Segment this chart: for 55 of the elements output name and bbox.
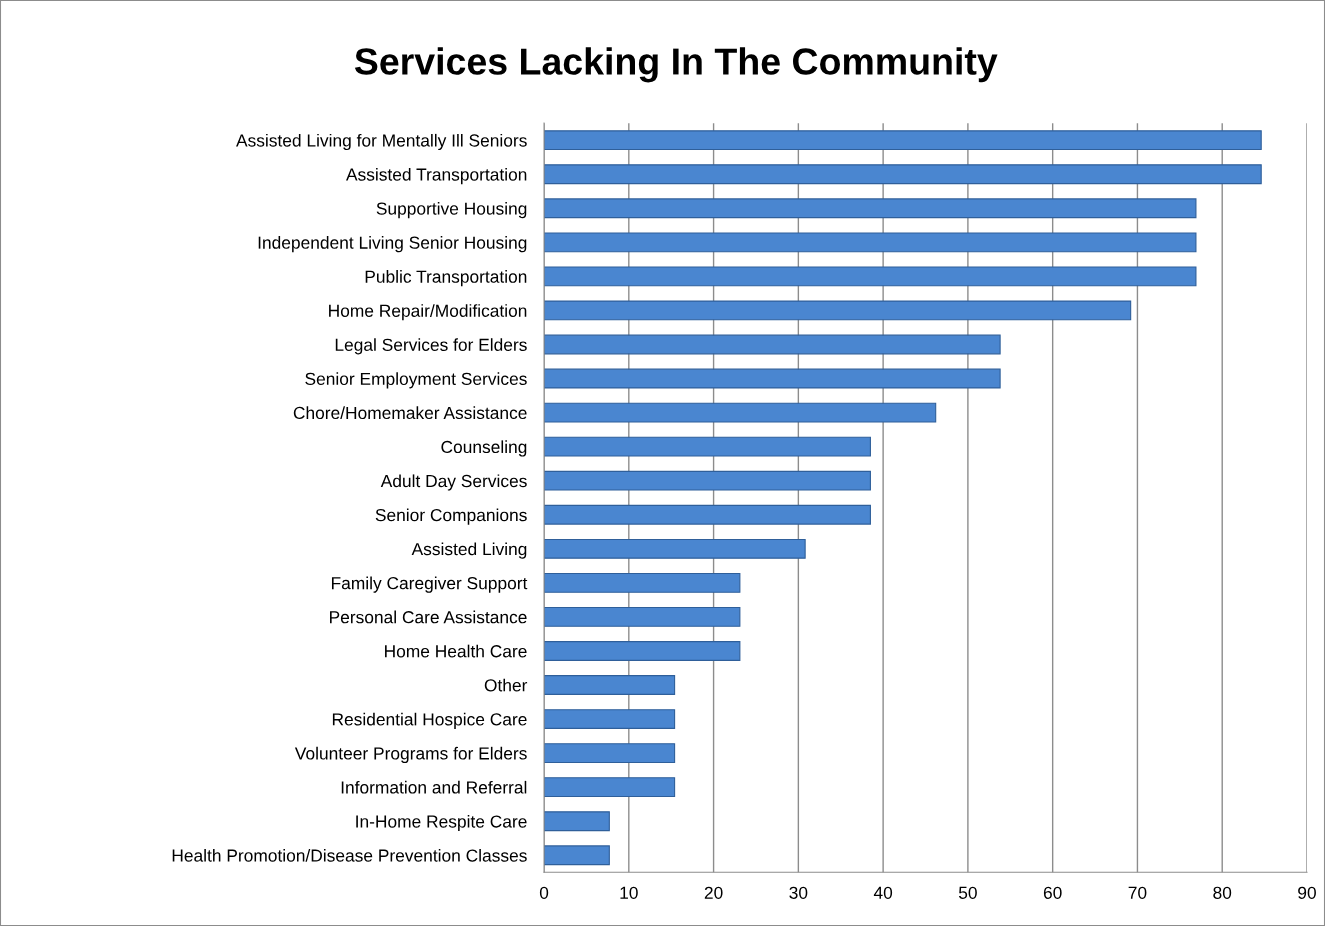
bar (544, 232, 1197, 253)
bar (544, 572, 741, 593)
bar (544, 811, 610, 832)
chart-title: Services Lacking In The Community (354, 47, 998, 83)
x-tick-label: 60 (1043, 886, 1062, 899)
y-tick-label: In-Home Respite Care (356, 814, 527, 832)
x-tick-label: 0 (539, 886, 549, 899)
y-tick-label: Supportive Housing (376, 202, 527, 219)
y-tick-label: Independent Living Senior Housing (258, 236, 527, 253)
bar (544, 402, 937, 423)
bar (544, 198, 1197, 219)
x-tick-label: 70 (1128, 886, 1147, 899)
bar (544, 538, 806, 559)
x-tick-label: 10 (620, 886, 638, 899)
bar (544, 334, 1001, 355)
y-tick-label: Legal Services for Elders (335, 338, 527, 355)
y-tick-label: Personal Care Assistance (330, 610, 527, 624)
bar (544, 470, 871, 491)
y-tick-label: Residential Hospice Care (332, 712, 527, 729)
bar (544, 164, 1262, 185)
bar (544, 606, 741, 627)
y-tick-label: Family Caregiver Support (331, 576, 528, 593)
y-tick-label: Assisted Living (411, 542, 527, 559)
x-tick-label: 90 (1298, 886, 1316, 899)
y-tick-label: Assisted Transportation (346, 167, 527, 185)
y-tick-label: Senior Companions (375, 508, 527, 525)
bar (544, 504, 871, 525)
bar (544, 266, 1197, 287)
x-tick-label: 50 (958, 886, 977, 899)
y-tick-label: Home Health Care (385, 644, 527, 658)
bar (544, 300, 1132, 321)
y-tick-label: Information and Referral (341, 780, 527, 794)
bar (544, 130, 1262, 151)
bar (544, 709, 676, 729)
y-tick-label: Home Repair/Modification (329, 304, 527, 321)
y-tick-label: Chore/Homemaker Assistance (293, 406, 527, 420)
x-tick-label: 30 (789, 886, 808, 899)
y-tick-label: Other (484, 678, 528, 692)
bar (544, 743, 676, 764)
y-tick-label: Assisted Living for Mentally Ill Seniors (236, 133, 527, 151)
x-tick-label: 80 (1213, 886, 1232, 899)
bar (544, 845, 610, 866)
y-tick-label: Health Promotion/Disease Prevention Classes (172, 848, 527, 862)
y-tick-label: Public Transportation (365, 270, 527, 287)
bar (544, 436, 871, 457)
y-tick-label: Volunteer Programs for Elders (294, 746, 527, 763)
bar (544, 368, 1001, 389)
bar (544, 777, 676, 798)
y-tick-label: Adult Day Services (380, 474, 527, 491)
bar (544, 641, 741, 661)
y-tick-label: Counseling (441, 440, 527, 457)
y-tick-label: Senior Employment Services (305, 372, 527, 389)
x-tick-label: 40 (873, 886, 893, 899)
bar (544, 675, 676, 695)
x-tick-label: 20 (704, 886, 723, 899)
